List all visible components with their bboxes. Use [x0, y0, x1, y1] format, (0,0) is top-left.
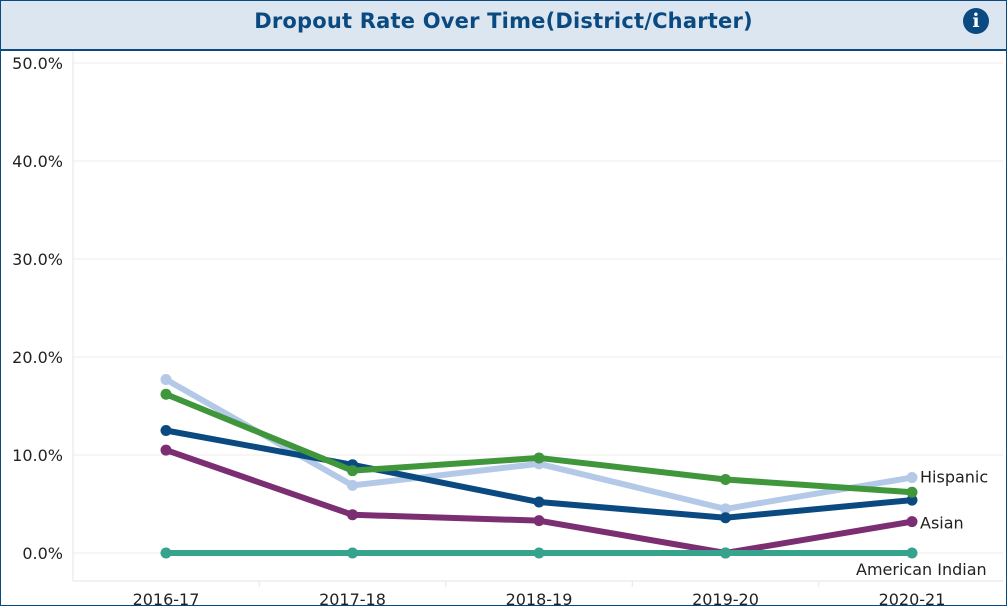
line-chart: 0.0% 10.0% 20.0% 30.0% 40.0% 50.0% 2016-17 2017…: [12, 51, 1003, 605]
series-lines: [160, 374, 918, 559]
y-tick-label: 50.0%: [12, 54, 63, 73]
data-point[interactable]: [347, 465, 358, 477]
series-line-4[interactable]: [160, 547, 918, 559]
chart-header: Dropout Rate Over Time(District/Charter)…: [1, 1, 1006, 51]
data-point[interactable]: [160, 444, 172, 456]
series-end-label: American Indian: [856, 560, 987, 579]
series-line-2[interactable]: [160, 388, 918, 498]
info-icon[interactable]: i: [963, 8, 989, 34]
x-tick-label: 2018-19: [506, 590, 573, 605]
data-point[interactable]: [347, 509, 358, 521]
y-tick-label: 40.0%: [12, 152, 63, 171]
data-point[interactable]: [720, 547, 731, 559]
series-end-labels: Hispanic Asian American Indian: [856, 468, 988, 579]
series-end-label: Hispanic: [920, 468, 988, 487]
data-point[interactable]: [160, 547, 172, 559]
data-point[interactable]: [347, 479, 358, 491]
data-point[interactable]: [906, 516, 918, 528]
x-tick-label: 2020-21: [879, 590, 946, 605]
y-tick-label: 20.0%: [12, 348, 63, 367]
x-tick-label: 2016-17: [133, 590, 200, 605]
data-point[interactable]: [160, 388, 172, 400]
data-point[interactable]: [720, 474, 731, 485]
data-point[interactable]: [906, 547, 918, 559]
data-point[interactable]: [720, 512, 731, 524]
data-point[interactable]: [720, 503, 731, 515]
gridlines: [73, 62, 1003, 554]
data-point[interactable]: [533, 515, 545, 527]
series-line-0[interactable]: [160, 374, 918, 515]
y-tick-label: 0.0%: [22, 544, 63, 563]
series-path: [163, 391, 915, 496]
data-point[interactable]: [533, 452, 545, 464]
data-point[interactable]: [533, 496, 545, 508]
data-point[interactable]: [906, 486, 918, 498]
data-point[interactable]: [160, 425, 172, 436]
x-tick-label: 2017-18: [319, 590, 386, 605]
y-tick-label: 30.0%: [12, 250, 63, 269]
series-end-label: Asian: [920, 514, 964, 533]
y-tick-label: 10.0%: [12, 446, 63, 465]
data-point[interactable]: [160, 374, 172, 386]
x-tick-label: 2019-20: [692, 590, 759, 605]
chart-title: Dropout Rate Over Time(District/Charter): [254, 9, 753, 33]
data-point[interactable]: [533, 547, 545, 559]
data-point[interactable]: [906, 494, 918, 506]
axes: 0.0% 10.0% 20.0% 30.0% 40.0% 50.0% 2016-17 2017…: [12, 51, 1003, 605]
data-point[interactable]: [906, 472, 918, 484]
data-point[interactable]: [347, 547, 358, 559]
